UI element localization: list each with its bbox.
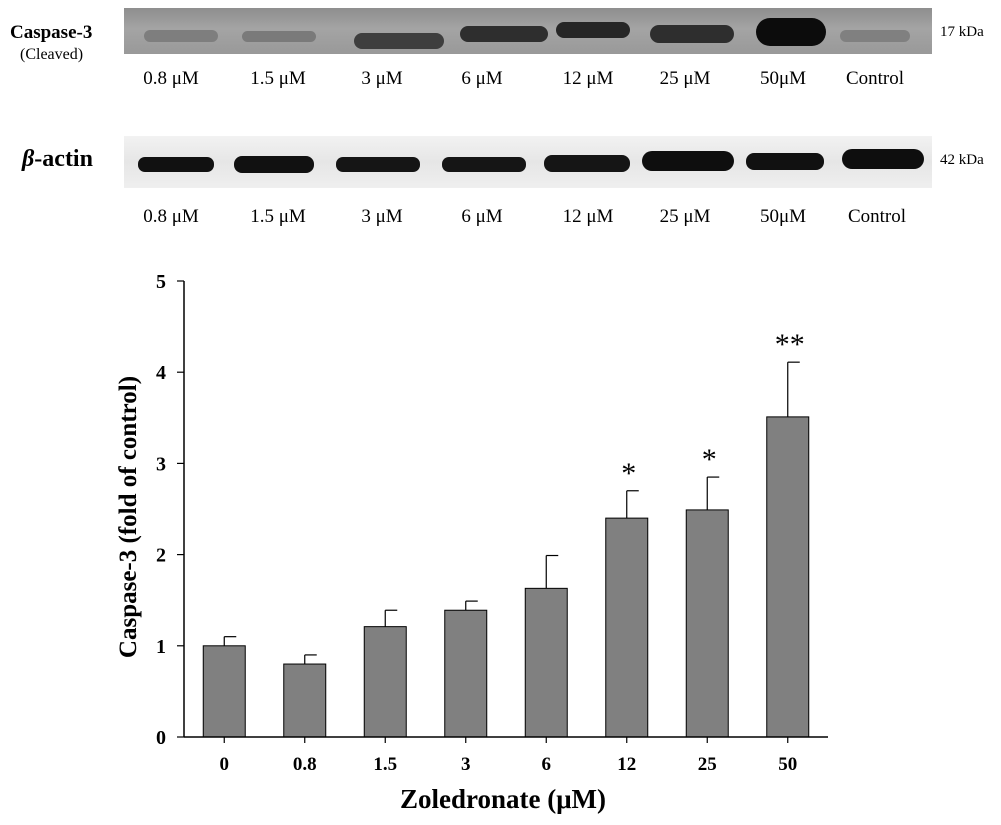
caspase-blot-label: Caspase-3 [10, 22, 93, 43]
caspase-lane-label: 25 μM [659, 68, 711, 89]
significance-marker: ** [775, 328, 805, 361]
caspase-lane-label: 50μM [759, 68, 807, 89]
y-tick-label: 4 [156, 362, 166, 384]
actin-lane-label: 6 μM [461, 206, 503, 227]
caspase-lane-label: 1.5 μM [250, 68, 306, 89]
caspase-blot-size: 17 kDa [940, 24, 984, 40]
actin-blot-label: β-actin [22, 146, 93, 173]
x-tick-label: 25 [698, 754, 717, 775]
actin-lane-label: 0.8 μM [143, 206, 199, 227]
caspase-blot-strip [124, 8, 932, 54]
caspase-lane-label: 12 μM [562, 68, 614, 89]
bar [283, 663, 327, 738]
actin-blot-label-rest: -actin [34, 146, 93, 172]
actin-lane-label: 1.5 μM [250, 206, 306, 227]
y-tick-label: 0 [156, 727, 166, 749]
error-bars-group [223, 361, 800, 665]
actin-blot-label-beta: β [22, 146, 35, 172]
y-tick-label: 1 [156, 636, 166, 658]
x-tick-label: 3 [461, 754, 471, 775]
x-tick-label: 0 [220, 754, 230, 775]
x-tick-label: 6 [542, 754, 552, 775]
bar [363, 626, 407, 738]
caspase-blot-sublabel: (Cleaved) [20, 46, 84, 63]
y-tick-label: 5 [156, 271, 166, 293]
actin-lane-label: 50μM [759, 206, 807, 227]
significance-marker: * [621, 457, 636, 490]
x-tick-label: 1.5 [373, 754, 397, 775]
caspase-lane-label: Control [845, 68, 905, 89]
significance-group: * *** [621, 328, 805, 490]
y-tick-label: 2 [156, 545, 166, 567]
x-tick-label: 0.8 [293, 754, 317, 775]
y-axis-label: Caspase-3 (fold of control) [115, 376, 142, 658]
y-tick-label: 3 [156, 453, 166, 475]
x-tick-label: 12 [617, 754, 636, 775]
caspase-lane-label: 0.8 μM [143, 68, 199, 89]
bar [685, 509, 729, 738]
bar [605, 517, 649, 738]
actin-lane-label: 12 μM [562, 206, 614, 227]
x-tick-label: 50 [778, 754, 797, 775]
actin-lane-label: 3 μM [361, 206, 403, 227]
actin-lane-label: 25 μM [659, 206, 711, 227]
bar [444, 609, 488, 738]
caspase-lane-label: 6 μM [461, 68, 503, 89]
bar [766, 416, 810, 738]
actin-blot-strip [124, 136, 932, 188]
actin-lane-label: Control [847, 206, 907, 227]
bar [524, 587, 568, 738]
significance-marker: * [702, 443, 717, 476]
bar [202, 645, 246, 738]
bars-group [202, 416, 810, 738]
x-axis-label: Zoledronate (μM) [400, 784, 606, 814]
caspase-lane-label: 3 μM [361, 68, 403, 89]
actin-blot-size: 42 kDa [940, 152, 984, 168]
